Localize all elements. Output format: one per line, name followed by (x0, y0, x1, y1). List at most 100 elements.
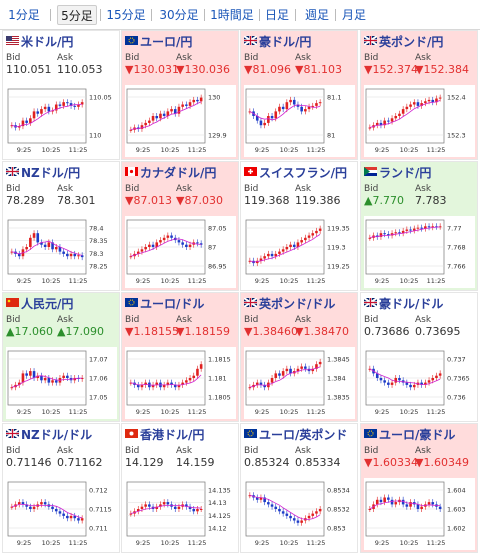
pair-name[interactable]: 人民元/円 (6, 295, 73, 311)
rate-card[interactable]: 英ポンド/円 Bid Ask ▼152.374 ▼152.384 152.4 152.3 9:… (360, 30, 478, 160)
tab-2[interactable]: 15分足 (104, 5, 148, 25)
candle-body (394, 116, 397, 118)
pair-name[interactable]: スイスフラン/円 (244, 164, 347, 180)
pair-name[interactable]: ユーロ/英ポンド (244, 426, 347, 442)
tab-0[interactable]: 1分足 (2, 5, 46, 25)
bid-header: Bid (125, 315, 139, 325)
tab-3[interactable]: 30分足 (157, 5, 201, 25)
mini-chart[interactable]: 110.05 110 9:25 10:25 11:25 (6, 85, 117, 157)
tab-5[interactable]: 日足 (262, 5, 292, 25)
candle-body (428, 380, 431, 382)
y-tick-label: 1.604 (447, 487, 466, 495)
rate-card[interactable]: 米ドル/円 Bid Ask 110.051 110.053 110.05 110 9:25 10… (2, 30, 120, 160)
x-tick-label: 9:25 (17, 408, 32, 416)
candle-body (387, 383, 390, 385)
x-tick-label: 10:25 (400, 408, 419, 416)
rate-card[interactable]: ユーロ/豪ドル Bid Ask ▼1.60334 ▼1.60349 1.604 1.603 1… (360, 423, 478, 553)
rate-card[interactable]: ユーロ/円 Bid Ask ▼130.031 ▼130.036 130 129.9 9:25 1… (121, 30, 239, 160)
y-tick-label: 0.8532 (327, 506, 350, 514)
candle-body (431, 378, 434, 380)
candle-body (66, 254, 69, 256)
candle-body (424, 101, 427, 103)
candle-body (22, 373, 25, 382)
candle-body (267, 116, 270, 123)
rate-card[interactable]: ユーロ/英ポンド Bid Ask 0.85324 0.85334 0.8534 0.8532… (240, 423, 358, 553)
y-tick-label: 0.7365 (447, 375, 470, 383)
ask-value: ▼130.036 (176, 63, 230, 76)
candle-body (263, 123, 266, 125)
x-tick-label: 10:25 (280, 408, 299, 416)
pair-name[interactable]: ユーロ/豪ドル (364, 426, 455, 442)
mini-chart[interactable]: 0.712 0.7115 0.711 9:25 10:25 11:25 (6, 478, 117, 550)
pair-name[interactable]: 米ドル/円 (6, 33, 73, 49)
ask-value: 0.71162 (57, 456, 103, 469)
candle-body (311, 106, 314, 107)
candle-body (70, 516, 73, 518)
mini-chart[interactable]: 1.3845 1.384 1.3835 9:25 10:25 11:25 (244, 347, 355, 419)
pair-name[interactable]: NZドル/円 (6, 164, 80, 180)
tab-1[interactable]: 5分足 (57, 5, 97, 25)
mini-chart[interactable]: 0.737 0.7365 0.736 9:25 10:25 11:25 (364, 347, 475, 419)
pair-name[interactable]: カナダドル/円 (125, 164, 216, 180)
pair-name[interactable]: 豪ドル/円 (244, 33, 311, 49)
candle-body (417, 504, 420, 509)
eu-flag-icon (364, 426, 377, 435)
rate-card[interactable]: 英ポンド/ドル Bid Ask ▼1.38460 ▼1.38470 1.3845 1.384… (240, 292, 358, 422)
pair-name[interactable]: 英ポンド/円 (364, 33, 443, 49)
candle-body (44, 378, 47, 380)
candle-body (274, 373, 277, 378)
mini-chart[interactable]: 130 129.9 9:25 10:25 11:25 (125, 85, 236, 157)
candle-body (263, 256, 266, 258)
mini-chart[interactable]: 78.4 78.35 78.3 78.25 9:25 10:25 11:25 (6, 216, 117, 288)
candle-body (300, 107, 303, 112)
pair-name[interactable]: 香港ドル/円 (125, 426, 204, 442)
rate-card[interactable]: ユーロ/ドル Bid Ask ▼1.18155 ▼1.18159 1.1815 1.181 1… (121, 292, 239, 422)
mini-chart[interactable]: 17.07 17.06 17.05 9:25 10:25 11:25 (6, 347, 117, 419)
candle-body (159, 114, 162, 119)
mini-chart[interactable]: 119.35 119.3 119.25 9:25 10:25 11:25 (244, 216, 355, 288)
tab-4[interactable]: 1時間足 (208, 5, 256, 25)
rate-card[interactable]: 人民元/円 Bid Ask ▲17.060 ▲17.090 17.07 17.06 17.05… (2, 292, 120, 422)
rate-card[interactable]: 豪ドル/ドル Bid Ask 0.73686 0.73695 0.737 0.7365 0.7… (360, 292, 478, 422)
candle-body (293, 518, 296, 520)
pair-name[interactable]: ユーロ/ドル (125, 295, 204, 311)
rate-card[interactable]: ランド/円 Bid Ask ▲7.770 7.783 7.77 7.768 7.766 9:25… (360, 161, 478, 291)
tab-6[interactable]: 週足 (302, 5, 332, 25)
candle-body (398, 378, 401, 380)
mini-chart[interactable]: 7.77 7.768 7.766 9:25 10:25 11:25 (364, 216, 475, 288)
ask-header: Ask (57, 184, 73, 194)
rate-card[interactable]: NZドル/ドル Bid Ask 0.71146 0.71162 0.712 0.7115 0.… (2, 423, 120, 553)
mini-chart[interactable]: 81.1 81 9:25 10:25 11:25 (244, 85, 355, 157)
y-tick-label: 87.05 (208, 225, 227, 233)
x-tick-label: 10:25 (42, 408, 61, 416)
ask-header: Ask (295, 184, 311, 194)
candle-body (431, 100, 434, 102)
ask-header: Ask (295, 53, 311, 63)
rate-card[interactable]: スイスフラン/円 Bid Ask 119.368 119.386 119.35 119.3 1… (240, 161, 358, 291)
candle-body (25, 247, 28, 249)
y-tick-label: 119.25 (327, 263, 350, 271)
pair-name[interactable]: 英ポンド/ドル (244, 295, 335, 311)
mini-chart[interactable]: 152.4 152.3 9:25 10:25 11:25 (364, 85, 475, 157)
rate-card[interactable]: 豪ドル/円 Bid Ask ▼81.096 ▼81.103 81.1 81 9:25 10:25… (240, 30, 358, 160)
nz-flag-icon (6, 426, 19, 435)
mini-chart[interactable]: 14.135 14.13 14.125 14.12 9:25 10:25 11:25 (125, 478, 236, 550)
pair-name[interactable]: ユーロ/円 (125, 33, 192, 49)
x-tick-label: 11:25 (69, 539, 88, 547)
mini-chart[interactable]: 1.1815 1.181 1.1805 9:25 10:25 11:25 (125, 347, 236, 419)
candle-body (413, 102, 416, 104)
pair-name[interactable]: ランド/円 (364, 164, 431, 180)
x-tick-label: 11:25 (188, 146, 207, 154)
candle-body (391, 383, 394, 385)
rate-card[interactable]: 香港ドル/円 Bid Ask 14.129 14.159 14.135 14.13 14.12… (121, 423, 239, 553)
rate-card[interactable]: カナダドル/円 Bid Ask ▼87.013 ▼87.030 87.05 87 86.95 9… (121, 161, 239, 291)
mini-chart[interactable]: 0.8534 0.8532 0.853 9:25 10:25 11:25 (244, 478, 355, 550)
mini-chart[interactable]: 1.604 1.603 1.602 9:25 10:25 11:25 (364, 478, 475, 550)
candle-body (59, 105, 62, 106)
uk-flag-icon (244, 295, 257, 304)
pair-name[interactable]: NZドル/ドル (6, 426, 92, 442)
tab-7[interactable]: 月足 (339, 5, 369, 25)
rate-card[interactable]: NZドル/円 Bid Ask 78.289 78.301 78.4 78.35 78.3 78.… (2, 161, 120, 291)
pair-name[interactable]: 豪ドル/ドル (364, 295, 443, 311)
mini-chart[interactable]: 87.05 87 86.95 9:25 10:25 11:25 (125, 216, 236, 288)
